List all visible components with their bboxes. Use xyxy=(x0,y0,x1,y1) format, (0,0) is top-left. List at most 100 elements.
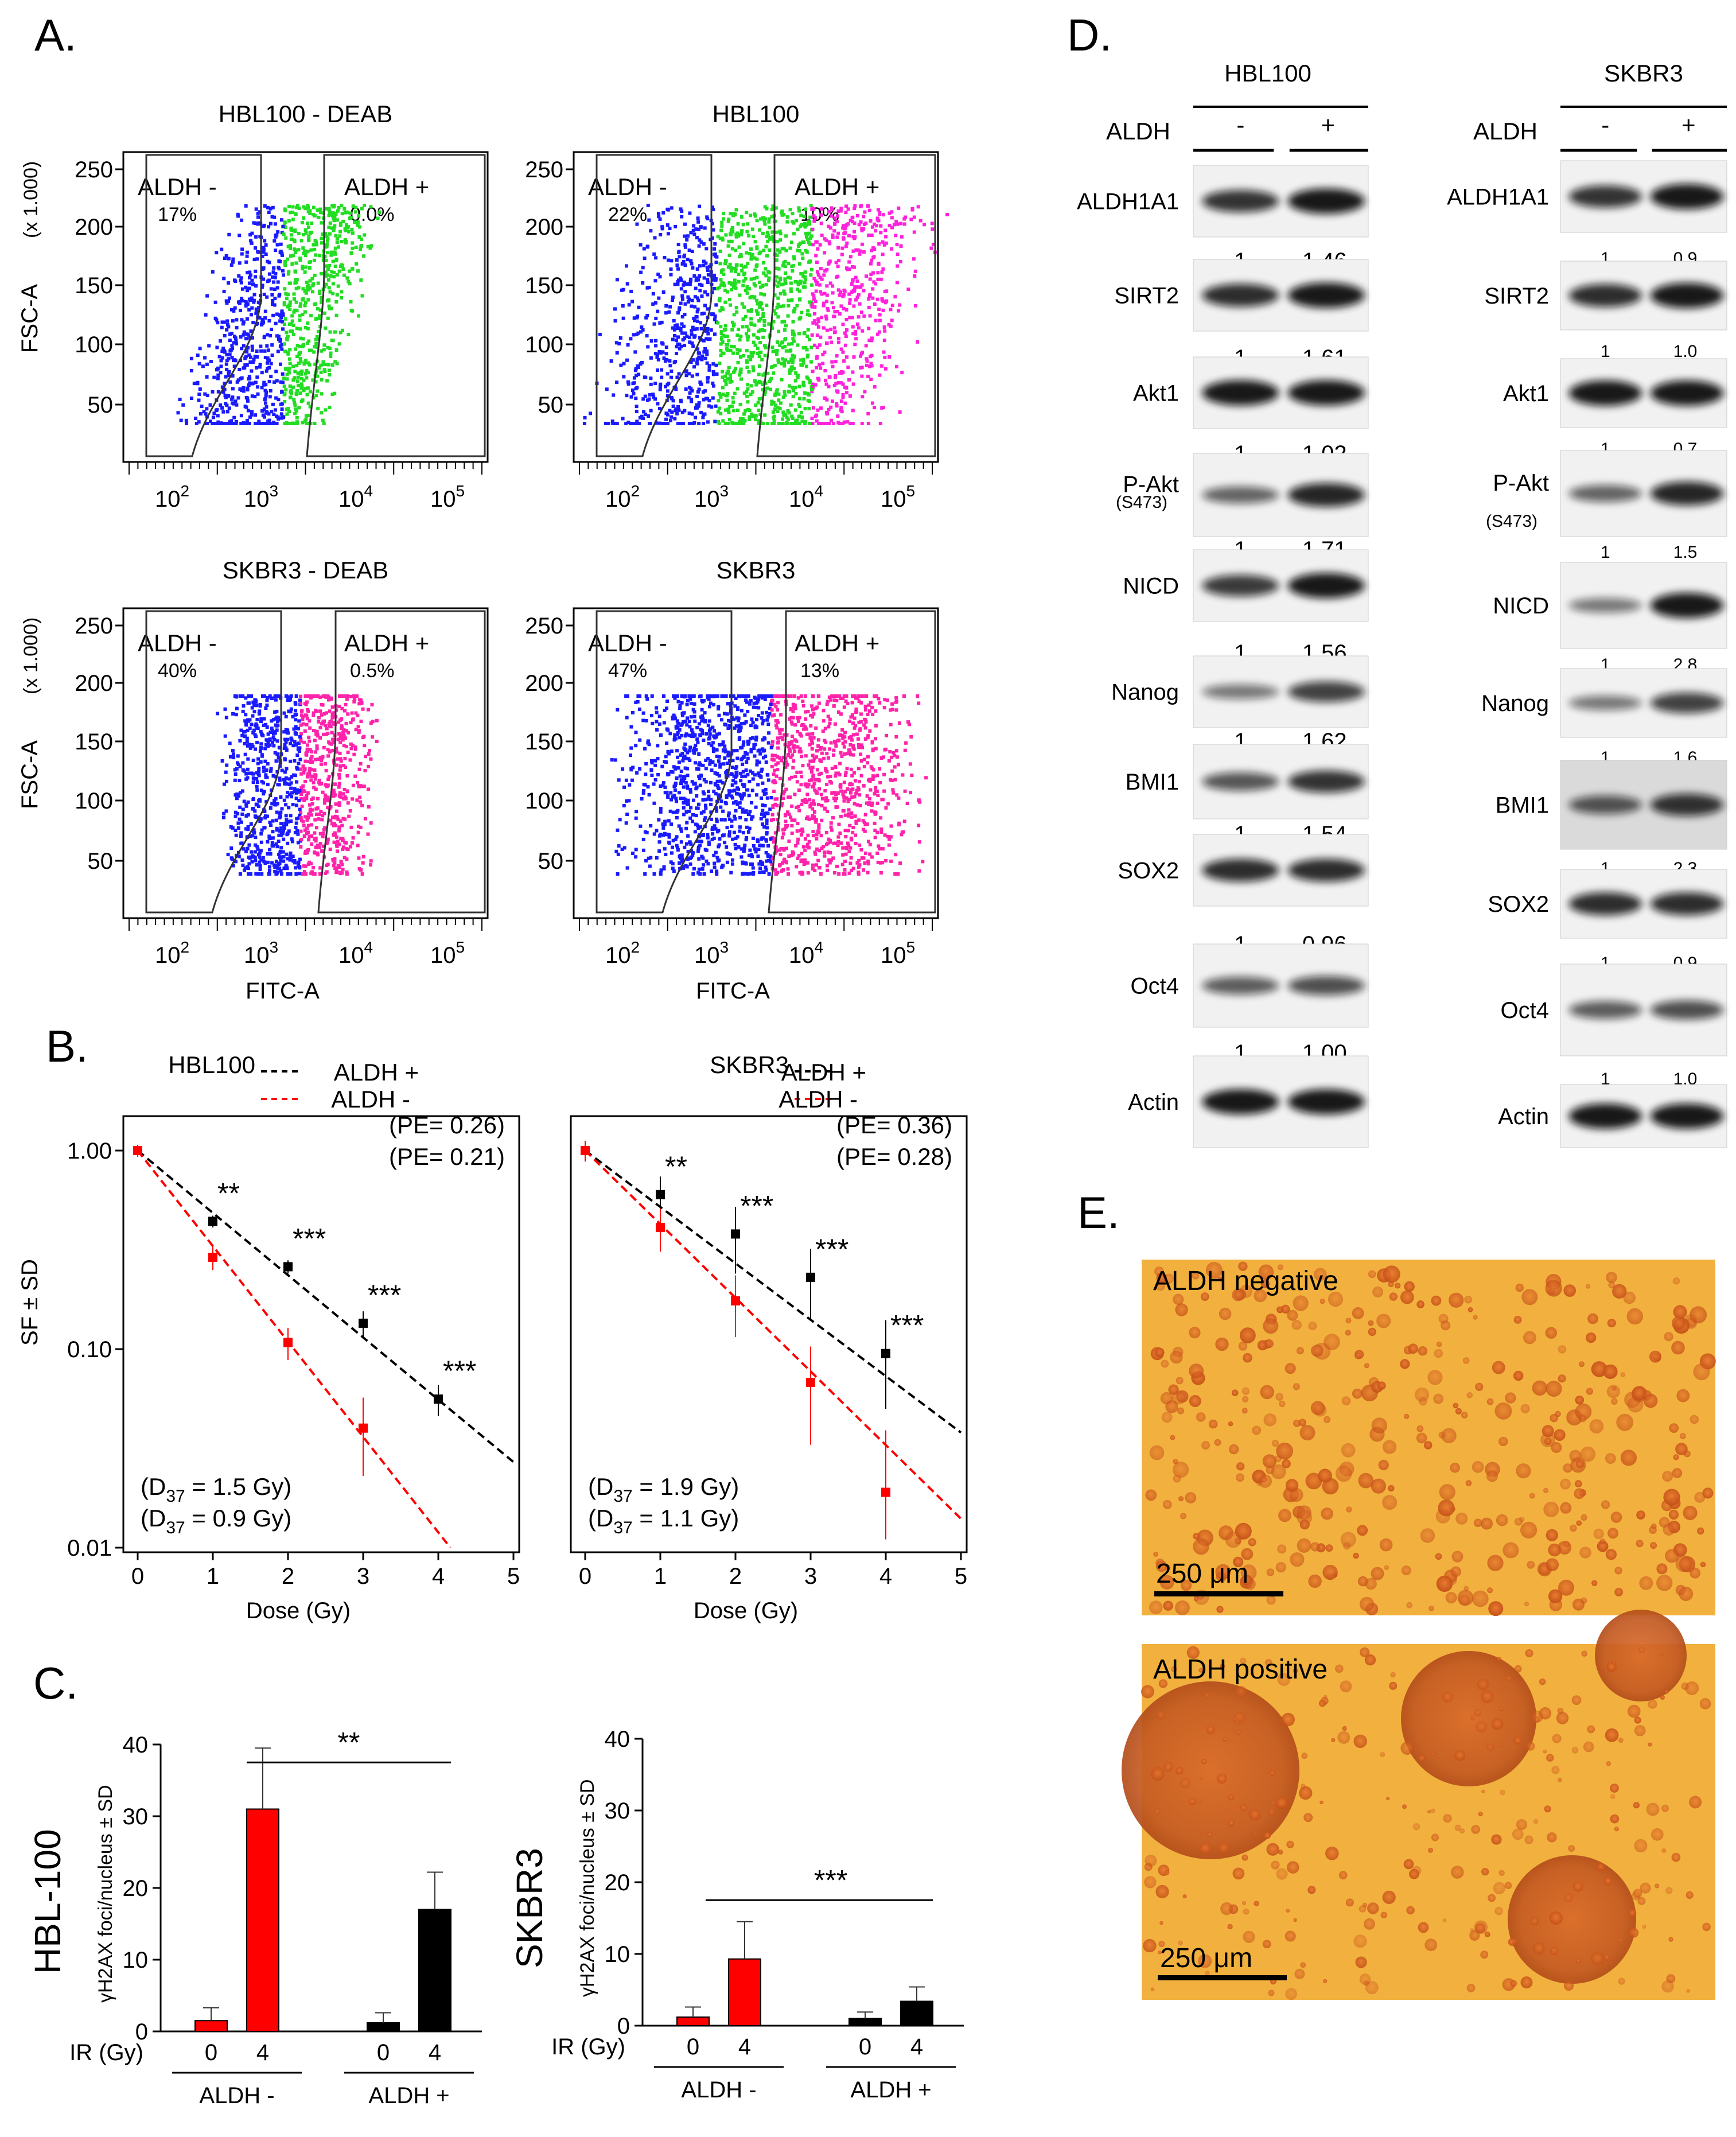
scatter-point xyxy=(306,250,310,254)
scatter-point xyxy=(792,422,796,425)
scatter-point xyxy=(272,732,275,736)
scatter-point xyxy=(245,363,249,367)
scatter-point xyxy=(670,410,674,414)
scatter-point xyxy=(841,370,845,374)
scatter-point xyxy=(279,822,283,826)
scatter-point xyxy=(332,859,336,863)
scatter-point xyxy=(263,747,267,751)
scatter-point xyxy=(283,263,287,267)
scatter-point xyxy=(841,323,845,327)
scatter-point xyxy=(345,870,349,874)
scatter-point xyxy=(306,414,310,417)
scatter-point xyxy=(267,319,271,323)
scatter-point xyxy=(791,388,795,393)
scatter-point xyxy=(804,364,808,368)
scatter-point xyxy=(270,353,274,358)
scatter-point xyxy=(335,218,339,222)
scatter-point xyxy=(668,809,672,813)
scatter-point xyxy=(653,382,657,386)
scatter-point xyxy=(906,287,910,292)
scatter-point xyxy=(691,358,695,362)
scatter-point xyxy=(329,351,333,355)
scatter-point xyxy=(695,406,699,410)
scatter-point xyxy=(814,289,818,293)
scatter-point xyxy=(301,398,305,402)
scatter-point xyxy=(242,386,246,390)
scatter-point xyxy=(228,380,232,384)
scatter-point xyxy=(850,868,854,872)
scatter-point xyxy=(812,782,816,786)
scatter-point xyxy=(843,735,847,739)
scatter-point xyxy=(784,324,788,328)
scatter-point xyxy=(821,353,825,356)
scatter-point xyxy=(746,383,750,387)
scatter-point xyxy=(741,325,745,329)
scatter-point xyxy=(771,349,775,353)
scatter-point xyxy=(730,379,734,383)
scatter-point xyxy=(265,344,269,348)
scatter-point xyxy=(838,312,842,316)
scatter-point xyxy=(274,272,278,276)
scatter-point xyxy=(310,750,314,753)
scatter-point xyxy=(769,365,773,369)
scatter-point xyxy=(732,345,736,349)
scatter-point xyxy=(720,306,724,310)
scatter-point xyxy=(797,206,801,210)
scatter-point xyxy=(878,313,882,317)
scatter-point xyxy=(652,872,656,876)
scatter-point xyxy=(215,368,219,372)
scatter-point xyxy=(734,306,738,310)
scatter-point xyxy=(687,411,691,415)
scatter-point xyxy=(713,419,717,423)
scatter-point xyxy=(348,211,352,215)
scatter-point xyxy=(684,387,688,391)
scatter-point xyxy=(259,840,263,844)
scatter-point xyxy=(702,312,706,316)
scatter-point xyxy=(757,422,761,425)
scatter-point xyxy=(337,720,341,724)
scatter-point xyxy=(711,372,715,376)
scatter-point xyxy=(803,281,807,285)
scatter-point xyxy=(320,297,324,301)
scatter-point xyxy=(317,817,321,821)
scatter-point xyxy=(337,342,341,346)
scatter-point xyxy=(223,350,227,354)
scatter-point xyxy=(664,384,668,388)
scatter-point xyxy=(713,317,717,321)
scatter-point xyxy=(286,872,290,876)
scatter-point xyxy=(295,872,298,876)
scatter-point xyxy=(224,299,228,303)
scatter-point xyxy=(867,327,871,331)
scatter-point xyxy=(684,374,688,378)
scatter-point xyxy=(282,747,286,751)
scatter-point xyxy=(236,821,240,825)
scatter-point xyxy=(252,828,256,832)
scatter-point xyxy=(857,788,861,792)
scatter-point xyxy=(613,307,617,311)
scatter-point xyxy=(669,791,673,795)
scatter-point xyxy=(840,410,844,414)
scatter-point xyxy=(306,371,310,375)
scatter-point xyxy=(289,759,293,763)
scatter-point xyxy=(835,404,839,408)
scatter-point xyxy=(290,795,294,799)
scatter-point xyxy=(642,247,646,251)
scatter-point xyxy=(339,759,343,763)
scatter-point xyxy=(254,747,258,751)
scatter-point xyxy=(322,811,326,815)
scatter-point xyxy=(724,335,728,338)
scatter-point xyxy=(340,725,344,729)
scatter-point xyxy=(797,243,801,247)
scatter-point xyxy=(305,700,309,704)
scatter-point xyxy=(860,374,864,378)
scatter-point xyxy=(753,323,757,327)
scatter-point xyxy=(233,814,238,818)
scatter-point xyxy=(269,769,273,773)
scatter-point xyxy=(660,764,664,768)
scatter-point xyxy=(692,365,696,369)
scatter-point xyxy=(847,292,851,296)
scatter-point xyxy=(270,726,274,731)
scatter-point xyxy=(860,366,864,370)
scatter-point xyxy=(308,390,312,394)
scatter-point xyxy=(794,419,798,423)
